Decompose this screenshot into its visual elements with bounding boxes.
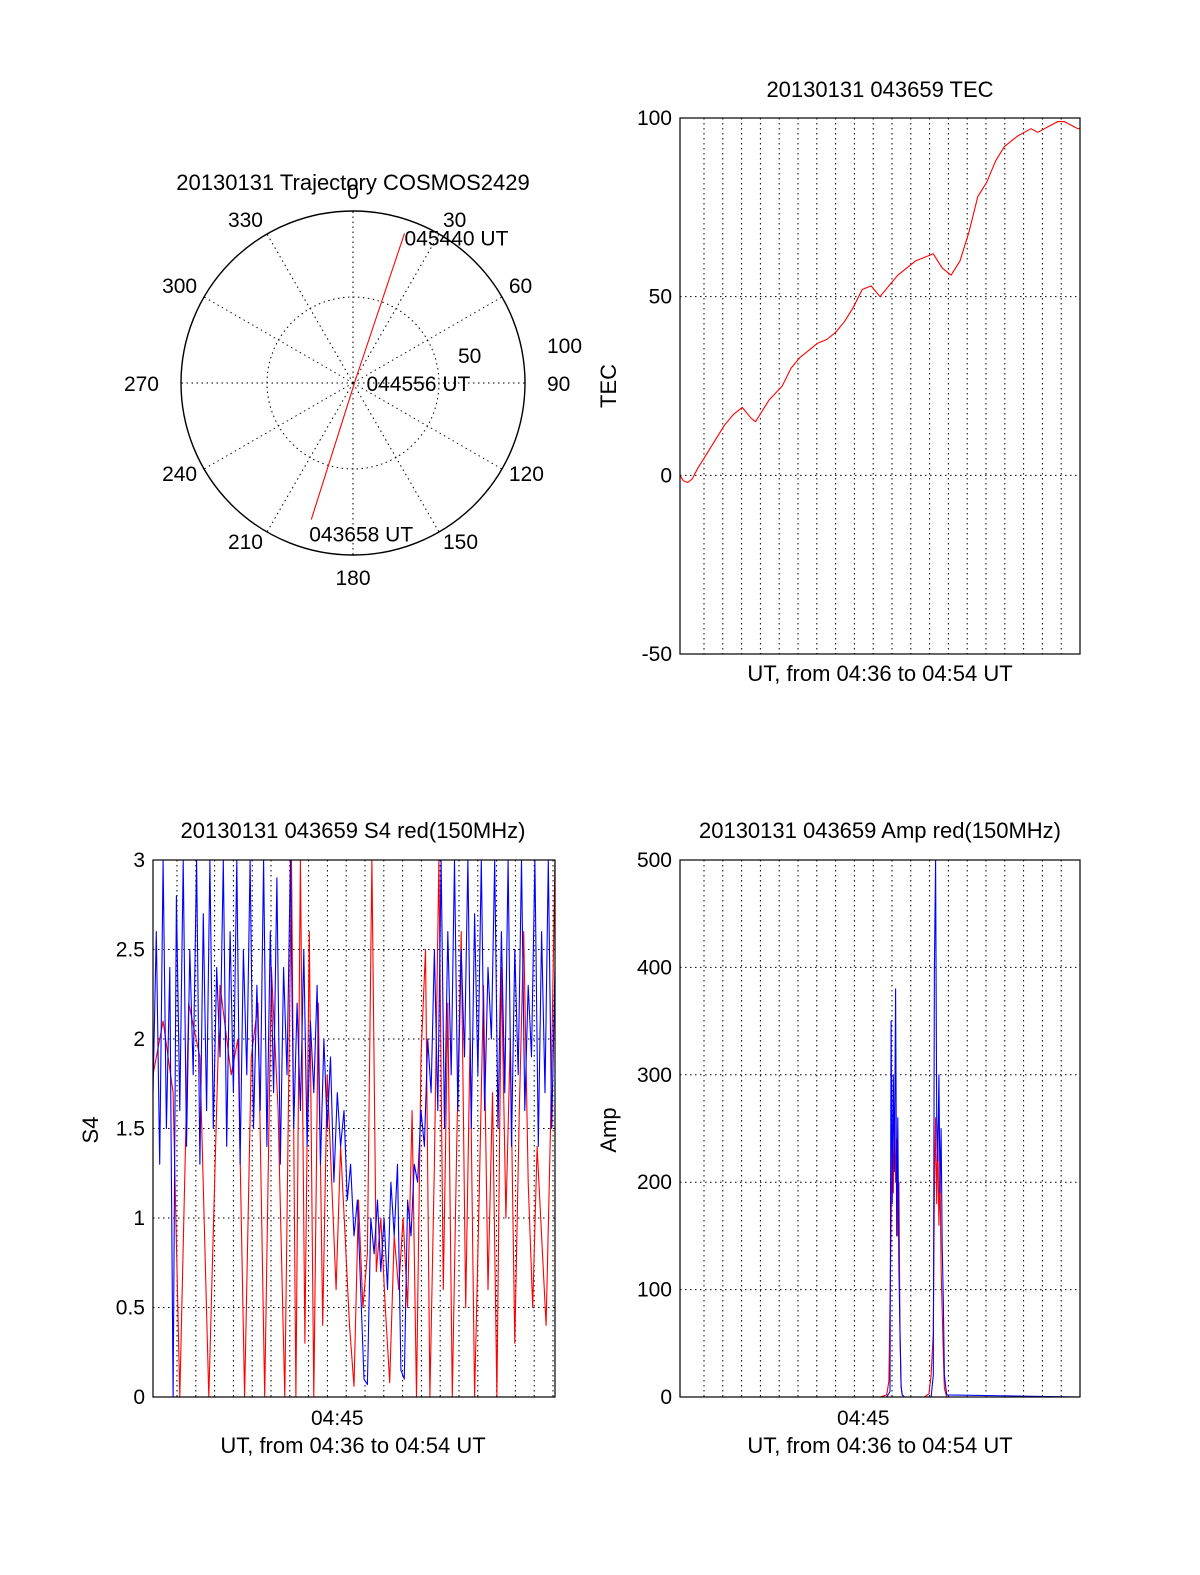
- s4-grid: [153, 860, 555, 1397]
- y-tick-label: 400: [637, 956, 672, 979]
- y-tick-label: 200: [637, 1171, 672, 1194]
- amp-title: 20130131 043659 Amp red(150MHz): [699, 818, 1061, 843]
- y-tick-label: 100: [637, 1279, 672, 1302]
- s4-chart: 20130131 043659 S4 red(150MHz) 3 2.5 2 1.5 1…: [78, 818, 556, 1458]
- y-tick-label: 3: [133, 849, 145, 872]
- polar-ring-label: 50: [458, 345, 481, 368]
- y-tick-label: -50: [642, 643, 672, 666]
- tec-y-ticks: 100 50 0 -50: [637, 107, 672, 666]
- polar-angle-label: 90: [547, 373, 570, 396]
- trajectory-time-label: 045440 UT: [405, 227, 509, 250]
- trajectory-time-label: 043658 UT: [309, 524, 413, 547]
- polar-angle-label: 330: [228, 209, 263, 232]
- series-line-red: [152, 859, 556, 1398]
- s4-x-axis-label: UT, from 04:36 to 04:54 UT: [220, 1433, 485, 1458]
- polar-angle-label: 120: [509, 463, 544, 486]
- trajectory-time-label: 044556 UT: [366, 373, 470, 396]
- tec-series: [679, 121, 1080, 484]
- polar-spoke: [203, 296, 354, 384]
- polar-angle-label: 0: [347, 181, 359, 204]
- polar-ring-label: 100: [547, 335, 582, 358]
- s4-y-axis-label: S4: [78, 1117, 103, 1144]
- polar-angle-label: 210: [228, 531, 263, 554]
- amp-x-ticks: 04:45: [837, 1407, 890, 1430]
- y-tick-label: 100: [637, 107, 672, 130]
- y-tick-label: 300: [637, 1064, 672, 1087]
- tec-plot-frame: [679, 117, 1081, 655]
- trajectory-line: [310, 233, 406, 520]
- series-line-blue: [680, 859, 1081, 1398]
- polar-angle-label: 270: [124, 373, 159, 396]
- trajectory-track: 045440 UT 044556 UT 043658 UT: [309, 227, 508, 546]
- polar-spoke: [266, 382, 354, 533]
- amp-plot-frame: [679, 859, 1081, 1398]
- tec-x-axis-label: UT, from 04:36 to 04:54 UT: [747, 661, 1012, 686]
- polar-angle-label: 300: [162, 275, 197, 298]
- polar-angle-label: 150: [443, 531, 478, 554]
- polar-ring-labels: 50 100: [458, 335, 582, 368]
- y-tick-label: 0: [133, 1386, 145, 1409]
- s4-plot-frame: [152, 859, 556, 1398]
- polar-spoke: [352, 382, 440, 533]
- polar-angle-label: 60: [509, 275, 532, 298]
- polar-grid: [180, 210, 526, 556]
- polar-spoke: [203, 382, 354, 470]
- y-tick-label: 1: [133, 1207, 145, 1230]
- polar-outer-ring: [180, 210, 526, 556]
- tec-grid: [680, 118, 1081, 654]
- x-tick-label: 04:45: [837, 1407, 890, 1430]
- y-tick-label: 500: [637, 849, 672, 872]
- y-tick-label: 2: [133, 1028, 145, 1051]
- tec-chart: 20130131 043659 TEC 100 50 0 -50 UT, from 0…: [596, 77, 1081, 686]
- tec-y-axis-label: TEC: [596, 364, 621, 408]
- polar-angle-label: 180: [335, 567, 370, 590]
- s4-title: 20130131 043659 S4 red(150MHz): [181, 818, 526, 843]
- polar-spoke: [352, 296, 503, 384]
- y-tick-label: 1.5: [116, 1118, 145, 1141]
- polar-angle-label: 30: [443, 209, 466, 232]
- trajectory-polar-chart: 20130131 Trajectory COSMOS2429 0 30 60 90 12…: [124, 170, 582, 590]
- polar-spoke: [266, 233, 354, 384]
- polar-angle-label: 240: [162, 463, 197, 486]
- x-tick-label: 04:45: [311, 1407, 364, 1430]
- amp-x-axis-label: UT, from 04:36 to 04:54 UT: [747, 1433, 1012, 1458]
- polar-spoke: [352, 233, 440, 384]
- series-line-red: [679, 121, 1080, 484]
- trajectory-title: 20130131 Trajectory COSMOS2429: [176, 170, 529, 195]
- polar-angle-labels: 0 30 60 90 120 150 180 210 240 270 300 330: [124, 181, 570, 590]
- series-line-blue: [152, 859, 556, 1398]
- amp-y-ticks: 500 400 300 200 100 0: [637, 849, 672, 1409]
- amp-chart: 20130131 043659 Amp red(150MHz) 500 400 30…: [596, 818, 1081, 1458]
- y-tick-label: 0: [660, 464, 672, 487]
- y-tick-label: 0.5: [116, 1297, 145, 1320]
- y-tick-label: 0: [660, 1386, 672, 1409]
- polar-ring-50: [266, 296, 440, 470]
- y-tick-label: 50: [649, 286, 672, 309]
- s4-x-ticks: 04:45: [311, 1407, 364, 1430]
- tec-title: 20130131 043659 TEC: [766, 77, 993, 102]
- series-line-red: [680, 1106, 1080, 1398]
- s4-y-ticks: 3 2.5 2 1.5 1 0.5 0: [116, 849, 145, 1409]
- s4-series: [152, 859, 556, 1398]
- amp-grid: [680, 860, 1081, 1397]
- y-tick-label: 2.5: [116, 939, 145, 962]
- amp-y-axis-label: Amp: [596, 1107, 621, 1152]
- amp-series: [680, 859, 1081, 1398]
